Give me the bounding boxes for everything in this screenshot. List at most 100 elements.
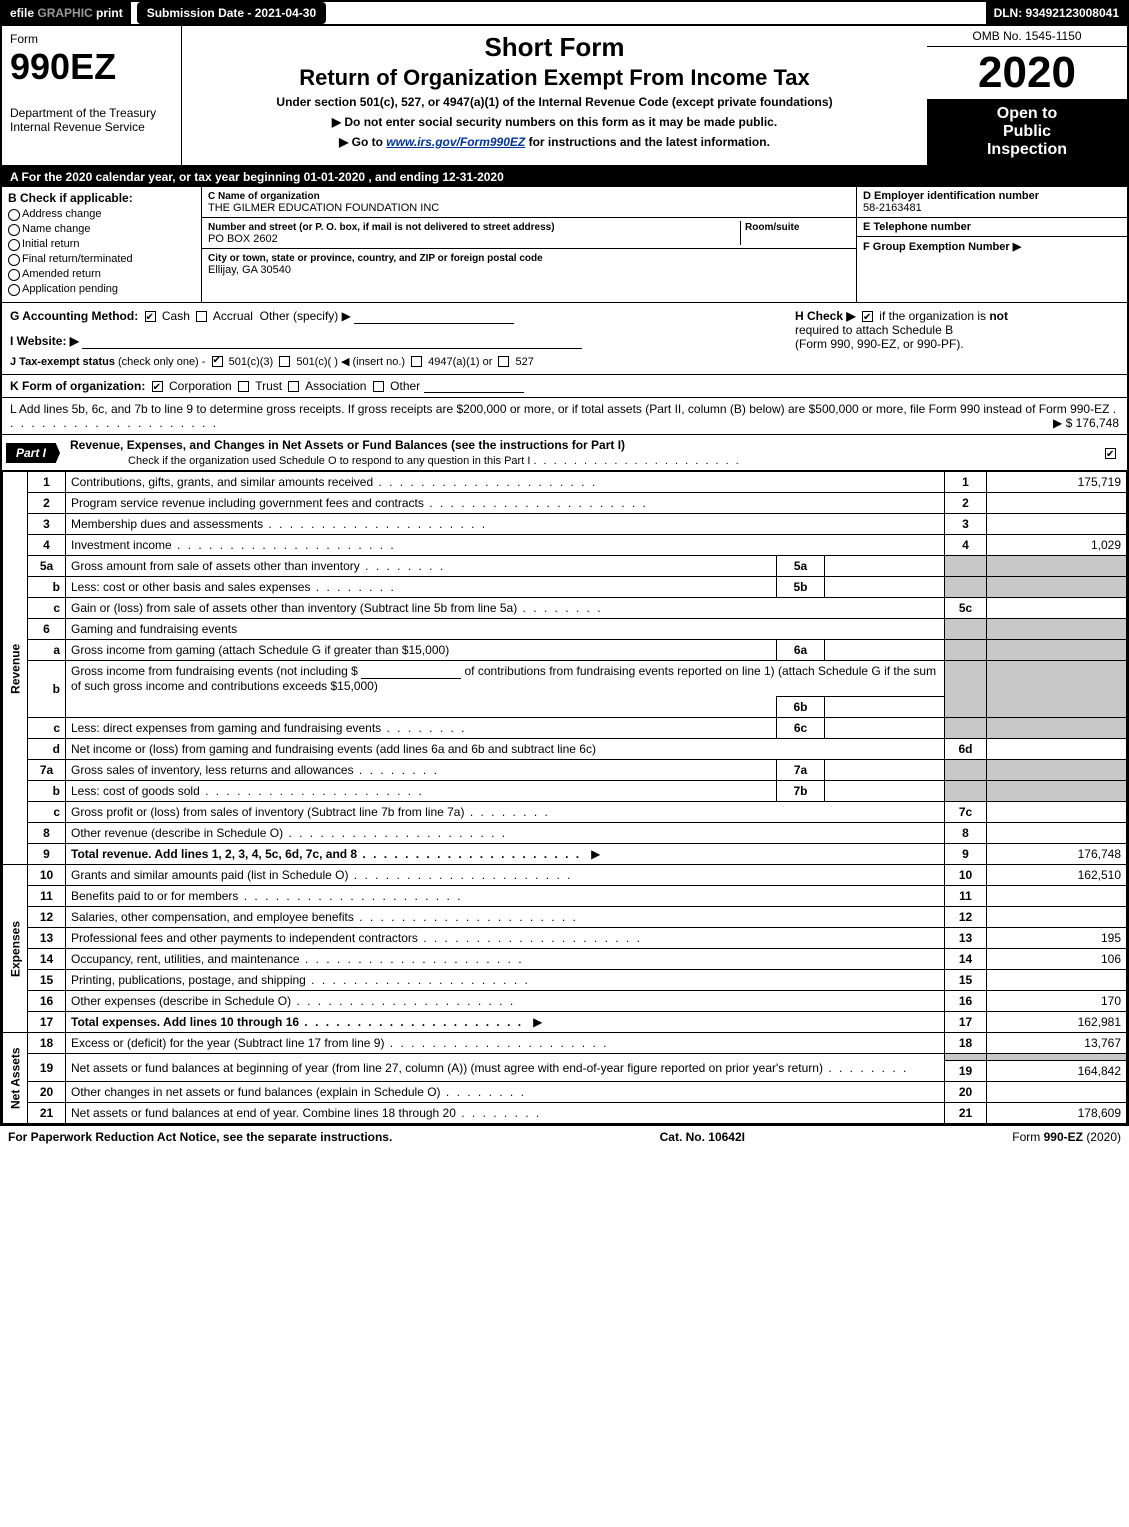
footer-right-pre: Form [1012,1130,1043,1144]
row-18: Net Assets 18 Excess or (deficit) for th… [3,1033,1127,1054]
d-21: Net assets or fund balances at end of ye… [71,1106,541,1120]
contrib-input[interactable] [361,665,461,679]
d-7a: Gross sales of inventory, less returns a… [71,763,439,777]
amt-18: 13,767 [987,1033,1127,1054]
h-txt2: required to attach Schedule B [795,323,953,337]
efile-print[interactable]: print [96,6,123,20]
d-20: Other changes in net assets or fund bala… [71,1085,526,1099]
amt-6a-grey [987,640,1127,661]
amt-5a-grey [987,556,1127,577]
txt-501c: 501(c)( ) ◀ (insert no.) [296,356,405,368]
sb-5b: 5b [777,577,825,598]
cb-corporation[interactable] [152,381,163,392]
amt-14: 106 [987,949,1127,970]
ssn-warning: ▶ Do not enter social security numbers o… [190,115,919,129]
ln-5b-grey [945,577,987,598]
cb-schedule-o[interactable] [1105,448,1116,459]
n-20: 20 [28,1082,66,1103]
cb-amended-return[interactable]: Amended return [8,268,195,280]
row-14: 14 Occupancy, rent, utilities, and maint… [3,949,1127,970]
submission-date-button[interactable]: Submission Date - 2021-04-30 [137,2,326,24]
amt-6c-grey [987,718,1127,739]
website-input[interactable] [82,335,582,349]
cb-501c[interactable] [279,356,290,367]
form-header: Form 990EZ Department of the Treasury In… [2,26,1127,167]
row-13: 13 Professional fees and other payments … [3,928,1127,949]
cb-4947[interactable] [411,356,422,367]
n-6b: b [28,661,66,718]
efile-badge: efile GRAPHIC print [2,2,131,24]
cb-501c3[interactable] [212,356,223,367]
ln-3: 3 [945,514,987,535]
gh-block: G Accounting Method: Cash Accrual Other … [2,303,1127,375]
row-12: 12 Salaries, other compensation, and emp… [3,907,1127,928]
cb-trust[interactable] [238,381,249,392]
cb-accrual[interactable] [196,311,207,322]
n-13: 13 [28,928,66,949]
n-17: 17 [28,1012,66,1033]
footer-right: Form 990-EZ (2020) [1012,1130,1121,1144]
cb-527[interactable] [498,356,509,367]
cb-schedule-b[interactable] [862,311,873,322]
sb-6c: 6c [777,718,825,739]
goto-post: for instructions and the latest informat… [529,135,770,149]
n-6d: d [28,739,66,760]
efile-graphic: GRAPHIC [37,6,92,20]
irs-link[interactable]: www.irs.gov/Form990EZ [386,135,525,149]
vtab-expenses: Expenses [3,865,28,1033]
sv-5a [825,556,945,577]
dept-irs: Internal Revenue Service [10,120,173,134]
goto-pre: ▶ Go to [339,135,386,149]
h-not: not [989,309,1008,323]
cb-other-org[interactable] [373,381,384,392]
cb-cash[interactable] [145,311,156,322]
h-label: H Check ▶ [795,309,856,323]
d-6d: Net income or (loss) from gaming and fun… [66,739,945,760]
other-org-input[interactable] [424,379,524,393]
cb-name-change[interactable]: Name change [8,223,195,235]
row-8: 8 Other revenue (describe in Schedule O)… [3,823,1127,844]
row-4: 4 Investment income 4 1,029 [3,535,1127,556]
part1-title: Revenue, Expenses, and Changes in Net As… [64,435,1102,455]
cb-application-pending[interactable]: Application pending [8,283,195,295]
footer-right-b: 990-EZ [1044,1130,1083,1144]
amt-19: 164,842 [987,1061,1127,1082]
line-k: K Form of organization: Corporation Trus… [2,375,1127,399]
row-6d: d Net income or (loss) from gaming and f… [3,739,1127,760]
ln-2: 2 [945,493,987,514]
cb-initial-return[interactable]: Initial return [8,238,195,250]
org-name: THE GILMER EDUCATION FOUNDATION INC [208,202,439,214]
d-5a: Gross amount from sale of assets other t… [71,559,445,573]
n-9: 9 [28,844,66,865]
amt-5c [987,598,1127,619]
amt-15 [987,970,1127,991]
tax-year-line: A For the 2020 calendar year, or tax yea… [2,167,1127,187]
row-2: 2 Program service revenue including gove… [3,493,1127,514]
amt-16: 170 [987,991,1127,1012]
cb-association[interactable] [288,381,299,392]
ln-13: 13 [945,928,987,949]
cb-address-change[interactable]: Address change [8,208,195,220]
n-7a: 7a [28,760,66,781]
ln-16: 16 [945,991,987,1012]
n-6c: c [28,718,66,739]
ln-7c: 7c [945,802,987,823]
row-20: 20 Other changes in net assets or fund b… [3,1082,1127,1103]
d-17: Total expenses. Add lines 10 through 16 [71,1015,523,1029]
cb-final-return[interactable]: Final return/terminated [8,253,195,265]
ln-14: 14 [945,949,987,970]
open-line1: Open to [997,105,1057,122]
amt-6d [987,739,1127,760]
lbl-group-exemption: F Group Exemption Number ▶ [863,241,1021,253]
amt-17: 162,981 [987,1012,1127,1033]
tax-year: 2020 [927,47,1127,99]
n-5c: c [28,598,66,619]
ln-6b-grey [945,661,987,718]
amt-8 [987,823,1127,844]
d-7c: Gross profit or (loss) from sales of inv… [71,805,550,819]
amt-7c [987,802,1127,823]
n-21: 21 [28,1103,66,1124]
h-txt1: if the organization is [879,309,989,323]
other-input[interactable] [354,310,514,324]
amt-5b-grey [987,577,1127,598]
